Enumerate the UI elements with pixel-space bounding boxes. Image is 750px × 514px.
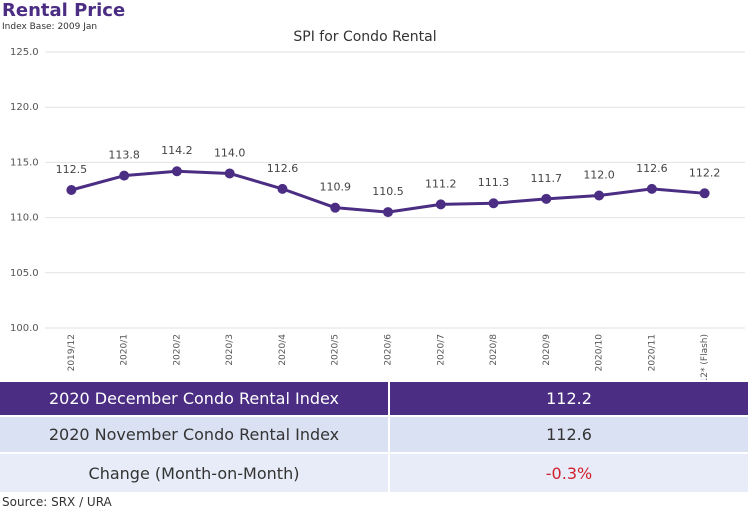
x-tick-label: 2020/4 bbox=[278, 334, 288, 366]
data-label: 114.2 bbox=[161, 144, 193, 157]
x-tick-label: 2020/2 bbox=[172, 334, 182, 366]
table-cell: -0.3% bbox=[390, 454, 748, 492]
data-label: 111.3 bbox=[478, 176, 510, 189]
table-row: 2020 December Condo Rental Index 112.2 bbox=[0, 382, 748, 415]
y-tick-label: 125.0 bbox=[10, 47, 39, 58]
table-cell: 2020 December Condo Rental Index bbox=[0, 382, 390, 415]
x-tick-label: 2020/5 bbox=[331, 334, 341, 366]
data-point bbox=[277, 183, 288, 194]
table-row: Change (Month-on-Month) -0.3% bbox=[0, 454, 748, 492]
page-title: Rental Price bbox=[2, 0, 126, 21]
page-subtitle: Index Base: 2009 Jan bbox=[2, 22, 98, 32]
x-tick-label: 2020/8 bbox=[489, 334, 499, 366]
table-cell: 112.2 bbox=[390, 382, 748, 415]
data-point bbox=[646, 183, 657, 194]
table-row: 2020 November Condo Rental Index 112.6 bbox=[0, 417, 748, 452]
source-note: Source: SRX / URA bbox=[2, 495, 112, 509]
x-tick-label: 2020/3 bbox=[225, 334, 235, 366]
x-tick-label: 2020/12* (Flash) bbox=[700, 334, 710, 380]
data-point bbox=[66, 185, 77, 195]
data-label: 112.0 bbox=[583, 169, 615, 182]
data-point bbox=[119, 170, 130, 181]
data-label: 112.5 bbox=[56, 163, 88, 176]
x-tick-label: 2020/9 bbox=[542, 334, 552, 366]
data-label: 112.2 bbox=[689, 166, 721, 179]
x-tick-label: 2020/10 bbox=[595, 334, 605, 372]
data-label: 112.6 bbox=[636, 162, 668, 175]
data-point bbox=[699, 188, 710, 199]
y-tick-label: 115.0 bbox=[10, 157, 39, 168]
data-point bbox=[594, 190, 605, 201]
y-tick-label: 110.0 bbox=[10, 213, 39, 224]
data-point bbox=[435, 199, 446, 210]
x-tick-label: 2020/11 bbox=[647, 334, 657, 371]
data-label: 113.8 bbox=[108, 149, 140, 162]
data-point bbox=[541, 193, 552, 204]
x-tick-label: 2020/7 bbox=[436, 334, 446, 366]
data-point bbox=[383, 207, 393, 218]
table-cell: Change (Month-on-Month) bbox=[0, 454, 390, 492]
x-tick-label: 2020/6 bbox=[384, 334, 394, 366]
chart-title: SPI for Condo Rental bbox=[293, 29, 436, 45]
summary-table: 2020 December Condo Rental Index 112.2 20… bbox=[0, 380, 748, 494]
chart: SPI for Condo Rental 100.0 105.0 110.0 115.… bbox=[10, 29, 745, 380]
data-label: 110.9 bbox=[319, 181, 351, 194]
data-point bbox=[488, 198, 499, 209]
data-label: 111.7 bbox=[531, 172, 563, 185]
data-label: 111.2 bbox=[425, 177, 457, 190]
y-tick-label: 120.0 bbox=[10, 102, 39, 113]
data-label: 110.5 bbox=[372, 185, 404, 198]
x-tick-label: 2019/12 bbox=[67, 334, 77, 371]
x-tick-label: 2020/1 bbox=[120, 334, 130, 366]
data-point bbox=[224, 168, 235, 179]
y-tick-label: 105.0 bbox=[10, 268, 39, 279]
data-label: 114.0 bbox=[214, 146, 246, 159]
data-point bbox=[330, 202, 341, 213]
table-cell: 2020 November Condo Rental Index bbox=[0, 417, 390, 452]
data-point bbox=[171, 166, 182, 177]
data-label: 112.6 bbox=[267, 162, 299, 175]
table-cell: 112.6 bbox=[390, 417, 748, 452]
y-tick-label: 100.0 bbox=[10, 323, 39, 334]
